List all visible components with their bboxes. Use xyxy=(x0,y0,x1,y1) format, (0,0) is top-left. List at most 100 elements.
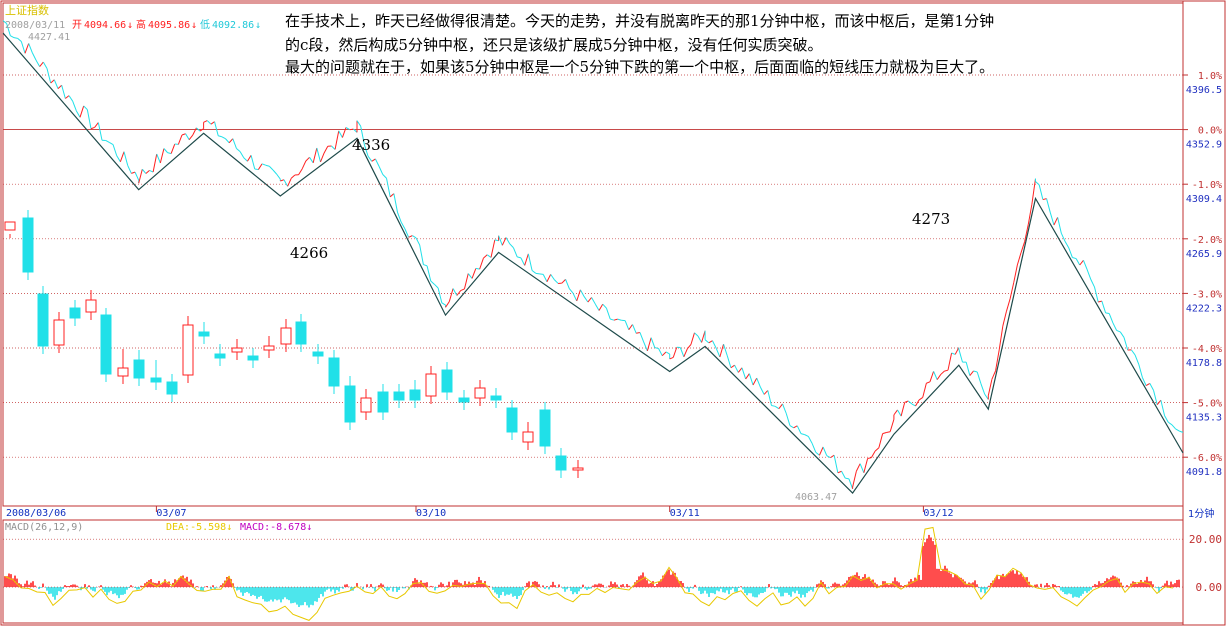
price-segment xyxy=(1179,430,1184,433)
price-segment xyxy=(897,409,902,417)
period-label[interactable]: 1分钟 xyxy=(1188,507,1214,520)
price-segment xyxy=(841,471,846,479)
price-segment xyxy=(683,348,688,358)
price-segment xyxy=(131,171,136,174)
price-segment xyxy=(475,267,480,270)
price-segment xyxy=(1049,212,1055,226)
price-segment xyxy=(1112,322,1118,331)
price-segment xyxy=(134,171,140,181)
price-segment xyxy=(579,289,585,297)
price-segment xyxy=(290,174,296,179)
price-segment xyxy=(441,302,446,306)
price-segment xyxy=(863,458,869,473)
x-tick-label: 03/07 xyxy=(156,508,186,519)
x-axis-labels: 2008/03/06 03/07 03/10 03/11 03/12 xyxy=(6,506,954,519)
price-segment xyxy=(969,370,974,376)
price-segment xyxy=(257,163,263,170)
price-segment xyxy=(712,340,717,349)
price-segment xyxy=(298,168,303,175)
price-segment xyxy=(509,243,514,249)
price-segment xyxy=(926,381,931,384)
price-segment xyxy=(341,127,347,138)
price-segment xyxy=(225,138,230,144)
price-segment xyxy=(954,347,960,355)
high-label: 高 xyxy=(136,18,146,31)
price-segment xyxy=(301,160,307,170)
price-segment xyxy=(524,253,529,266)
price-segment xyxy=(170,143,176,154)
price-segment xyxy=(188,134,194,140)
price-segment xyxy=(672,347,678,358)
macd-dea-value: DEA:-5.598↓ xyxy=(166,522,232,533)
price-segment xyxy=(349,128,354,131)
price-segment xyxy=(1108,313,1114,324)
macd-tick-label: 20.00 xyxy=(1189,533,1222,546)
price-segment xyxy=(356,120,362,127)
price-segment xyxy=(811,443,817,453)
price-segment xyxy=(1090,279,1095,288)
price-segment xyxy=(323,146,329,154)
price-segment xyxy=(613,318,618,321)
price-segment xyxy=(1086,269,1092,280)
price-segment xyxy=(338,130,343,138)
price-segment xyxy=(250,155,256,170)
price-segment xyxy=(320,152,325,163)
price-segment xyxy=(1082,260,1088,270)
price-segment xyxy=(1134,354,1140,365)
price-segment xyxy=(915,399,920,407)
price-segment xyxy=(889,419,895,432)
price-segment xyxy=(535,272,540,275)
price-segment xyxy=(83,105,88,110)
price-segment xyxy=(908,400,913,405)
price-segment xyxy=(1101,300,1107,314)
price-segment xyxy=(467,273,473,279)
price-segment xyxy=(119,151,125,162)
price-segment xyxy=(479,257,484,270)
price-segment xyxy=(386,178,391,197)
candle-body xyxy=(198,331,210,337)
price-segment xyxy=(745,373,750,380)
price-segment xyxy=(75,110,81,118)
high-value: 4095.86 xyxy=(148,20,190,31)
price-segment xyxy=(445,301,450,308)
price-segment xyxy=(874,447,880,452)
candle-body xyxy=(506,407,518,433)
macd-y-axis-labels: 20.00 0.00 xyxy=(3,533,1222,594)
price-segment xyxy=(1153,390,1158,405)
price-segment xyxy=(661,351,667,357)
price-segment xyxy=(1145,382,1151,387)
candle-body xyxy=(328,357,340,387)
price-segment xyxy=(531,270,537,274)
price-segment xyxy=(1064,241,1070,248)
candle-body xyxy=(100,314,112,375)
y-tick-label-price: 4178.8 xyxy=(1186,358,1222,369)
price-segment xyxy=(243,157,248,162)
price-segment xyxy=(987,379,993,396)
price-segment xyxy=(658,348,663,356)
candlestick-series xyxy=(4,210,584,478)
high-arrow: ↓ xyxy=(191,20,197,31)
price-segment xyxy=(1175,428,1180,432)
price-segment xyxy=(196,127,201,132)
price-segment xyxy=(389,193,395,198)
price-segment xyxy=(565,279,570,289)
price-segment xyxy=(572,292,578,302)
price-segment xyxy=(1141,377,1147,386)
y-tick-label-price: 4352.9 xyxy=(1186,140,1222,151)
price-segment xyxy=(976,371,982,384)
price-segment xyxy=(159,148,165,164)
price-segment xyxy=(1035,181,1040,186)
price-segment xyxy=(448,288,454,302)
open-label: 开 xyxy=(72,20,82,31)
price-segment xyxy=(2,20,7,25)
candle-body xyxy=(166,381,178,395)
macd-params: MACD(26,12,9) xyxy=(5,522,83,533)
price-segment xyxy=(830,454,835,459)
price-segment xyxy=(767,390,772,406)
price-segment xyxy=(719,344,725,358)
annotation-line-2: 的c段，然后构成5分钟中枢，还只是该级扩展成5分钟中枢，没有任何实质突破。 xyxy=(285,36,823,54)
price-segment xyxy=(936,374,942,380)
y-tick-label-price: 4265.9 xyxy=(1186,249,1222,260)
price-segment xyxy=(818,446,824,456)
price-segment xyxy=(177,134,183,145)
